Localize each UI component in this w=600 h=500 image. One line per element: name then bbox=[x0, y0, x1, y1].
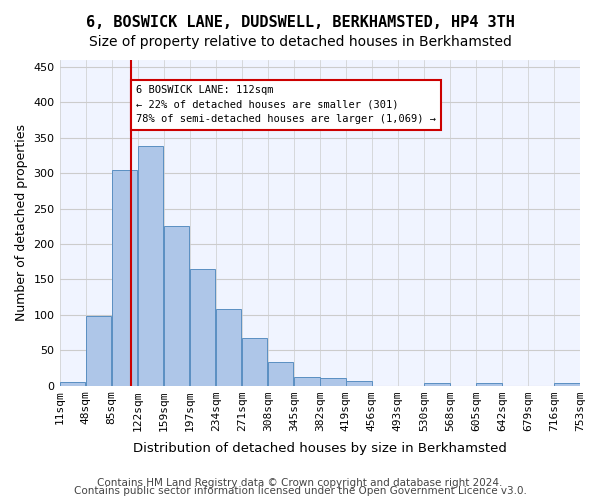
Text: Contains HM Land Registry data © Crown copyright and database right 2024.: Contains HM Land Registry data © Crown c… bbox=[97, 478, 503, 488]
Bar bbox=[554, 384, 580, 386]
Bar bbox=[424, 384, 449, 386]
Bar bbox=[138, 146, 163, 386]
Text: Size of property relative to detached houses in Berkhamsted: Size of property relative to detached ho… bbox=[89, 35, 511, 49]
X-axis label: Distribution of detached houses by size in Berkhamsted: Distribution of detached houses by size … bbox=[133, 442, 507, 455]
Text: Contains public sector information licensed under the Open Government Licence v3: Contains public sector information licen… bbox=[74, 486, 526, 496]
Bar bbox=[320, 378, 346, 386]
Bar bbox=[268, 362, 293, 386]
Bar bbox=[346, 382, 371, 386]
Bar bbox=[294, 377, 320, 386]
Y-axis label: Number of detached properties: Number of detached properties bbox=[15, 124, 28, 322]
Text: 6, BOSWICK LANE, DUDSWELL, BERKHAMSTED, HP4 3TH: 6, BOSWICK LANE, DUDSWELL, BERKHAMSTED, … bbox=[86, 15, 514, 30]
Bar bbox=[242, 338, 268, 386]
Bar bbox=[190, 269, 215, 386]
Text: 6 BOSWICK LANE: 112sqm
← 22% of detached houses are smaller (301)
78% of semi-de: 6 BOSWICK LANE: 112sqm ← 22% of detached… bbox=[136, 85, 436, 124]
Bar bbox=[216, 309, 241, 386]
Bar bbox=[112, 170, 137, 386]
Bar bbox=[476, 384, 502, 386]
Bar bbox=[164, 226, 190, 386]
Bar bbox=[86, 316, 112, 386]
Bar bbox=[60, 382, 85, 386]
